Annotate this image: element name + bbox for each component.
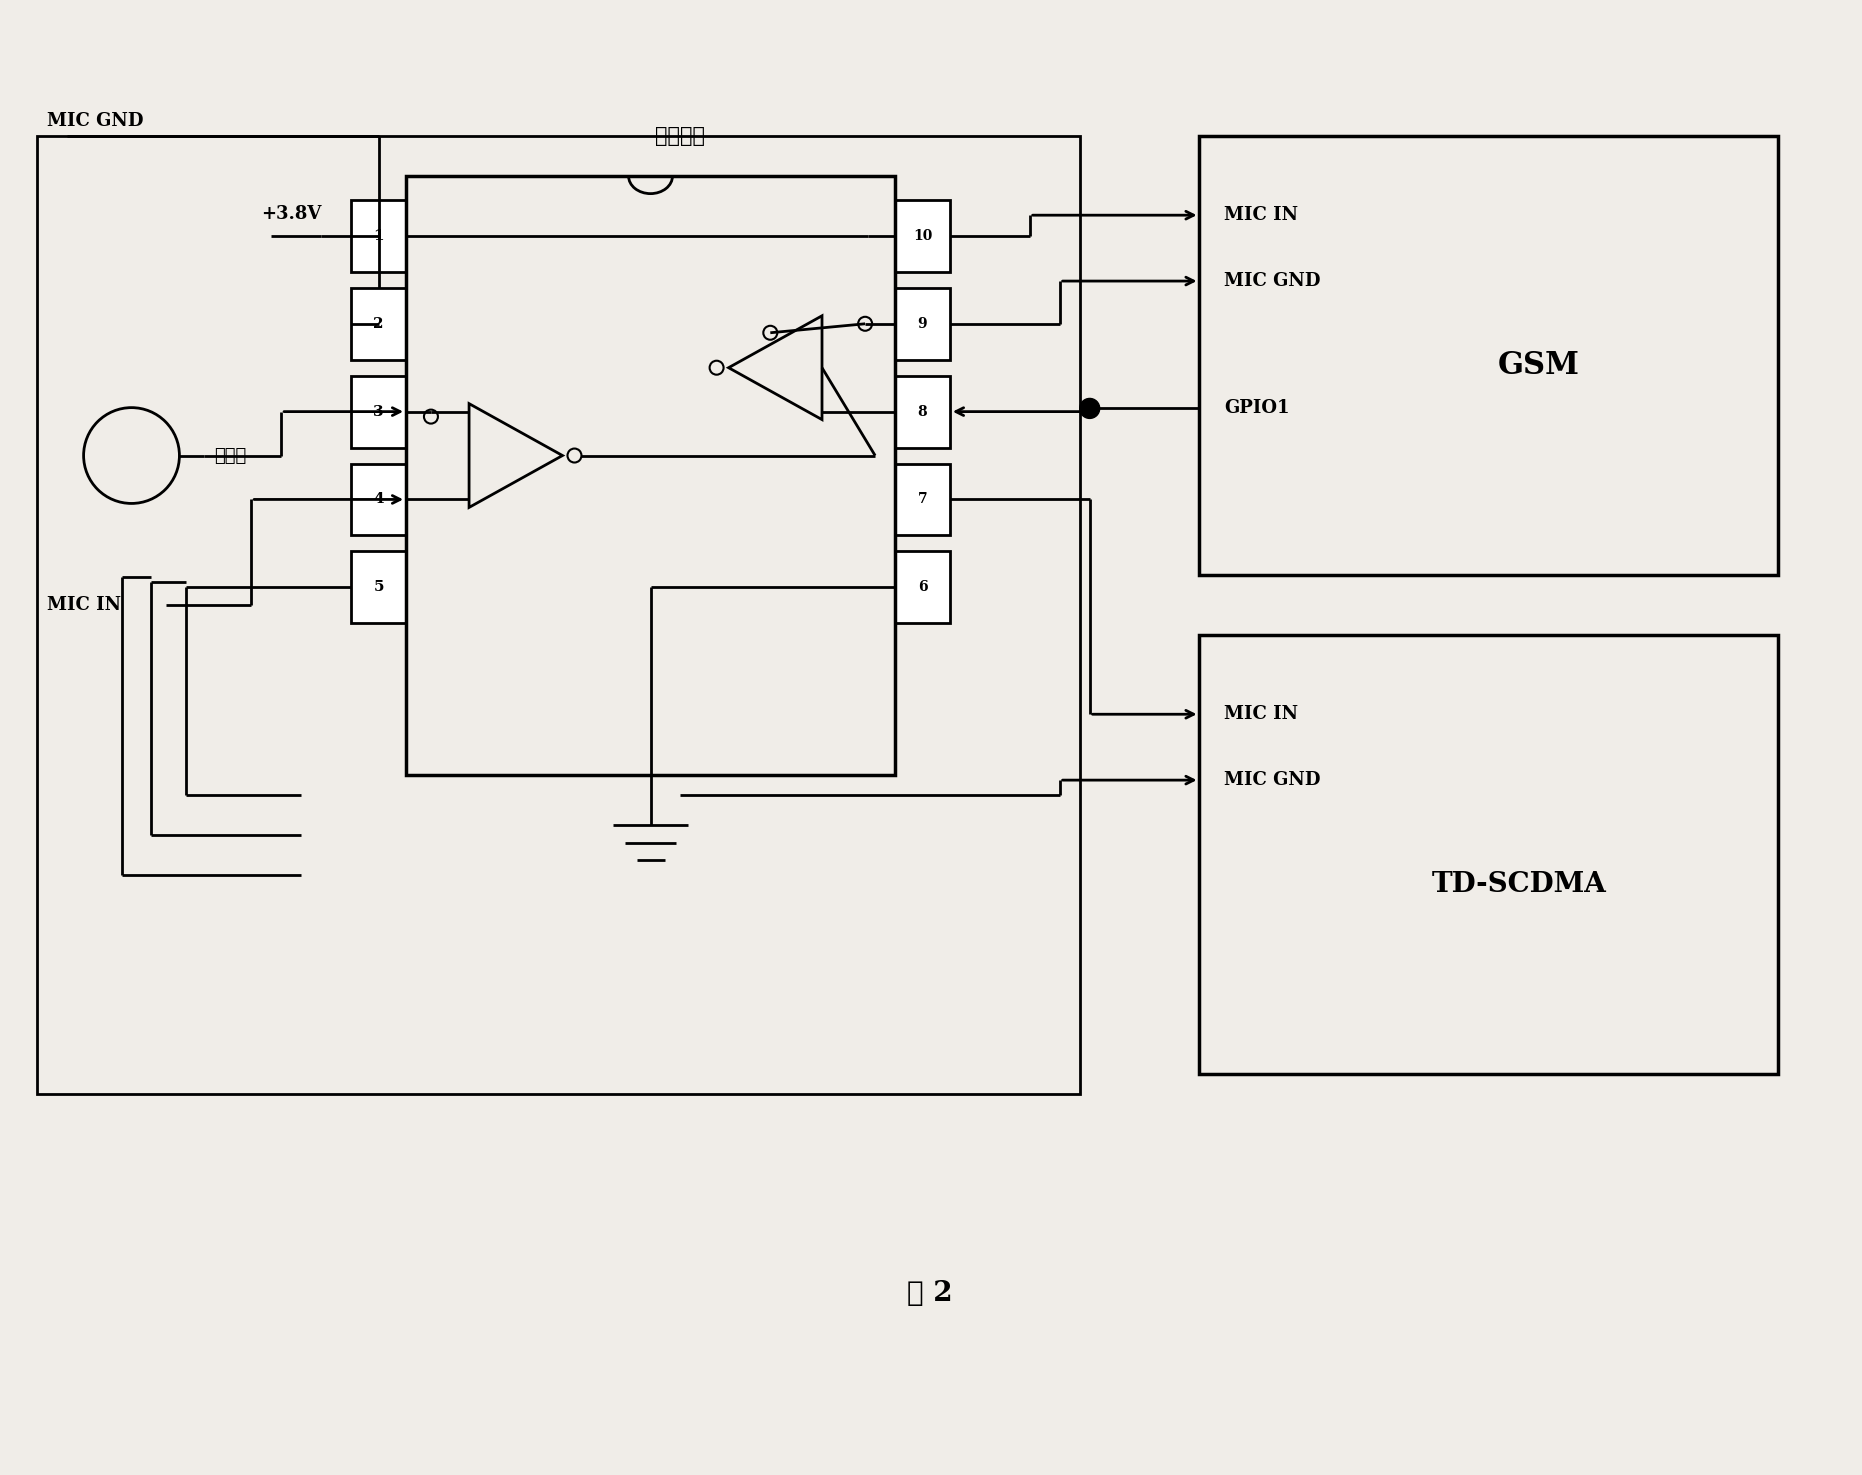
Circle shape	[1080, 398, 1100, 419]
Text: 10: 10	[912, 229, 933, 243]
Bar	[352, 552, 406, 624]
Circle shape	[84, 407, 179, 503]
Bar	[1199, 136, 1778, 575]
Text: 4: 4	[372, 493, 384, 506]
Bar	[1199, 636, 1778, 1074]
Text: 3: 3	[372, 404, 384, 419]
Bar	[352, 201, 406, 271]
Text: MIC IN: MIC IN	[1225, 705, 1298, 723]
Text: MIC GND: MIC GND	[47, 112, 143, 130]
Text: 麦克风: 麦克风	[214, 447, 246, 465]
Text: MIC IN: MIC IN	[1225, 207, 1298, 224]
Text: 图 2: 图 2	[907, 1280, 953, 1307]
Text: 模拟开关: 模拟开关	[655, 127, 706, 146]
Text: 6: 6	[918, 580, 927, 594]
Text: MIC GND: MIC GND	[1225, 771, 1320, 789]
Bar	[896, 288, 950, 360]
Text: GPIO1: GPIO1	[1225, 400, 1290, 417]
Text: 5: 5	[372, 580, 384, 594]
Bar	[352, 288, 406, 360]
Bar	[896, 552, 950, 624]
Bar	[896, 463, 950, 535]
Text: 8: 8	[918, 404, 927, 419]
Text: GSM: GSM	[1497, 350, 1579, 381]
Bar	[352, 463, 406, 535]
Bar	[896, 201, 950, 271]
Text: 2: 2	[372, 317, 384, 330]
Text: MIC GND: MIC GND	[1225, 271, 1320, 291]
Bar	[406, 176, 896, 774]
Text: MIC IN: MIC IN	[47, 596, 121, 614]
Text: TD-SCDMA: TD-SCDMA	[1432, 872, 1607, 898]
Bar	[352, 376, 406, 447]
Text: 1: 1	[372, 229, 384, 243]
Bar	[37, 136, 1080, 1094]
Text: +3.8V: +3.8V	[261, 205, 322, 223]
Bar	[896, 376, 950, 447]
Text: 7: 7	[918, 493, 927, 506]
Text: 9: 9	[918, 317, 927, 330]
